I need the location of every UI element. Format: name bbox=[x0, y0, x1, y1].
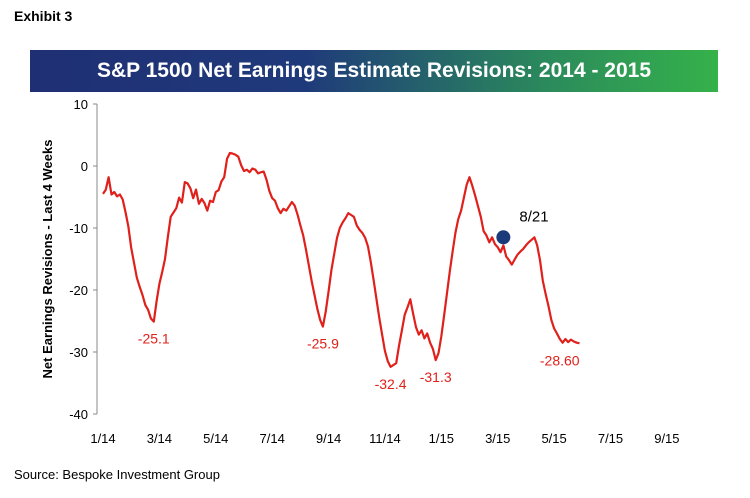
trough-label: -28.60 bbox=[540, 352, 580, 368]
y-tick-label: -10 bbox=[69, 221, 88, 236]
y-tick-label: -30 bbox=[69, 345, 88, 360]
x-tick-label: 3/15 bbox=[485, 431, 510, 446]
y-tick-label: 0 bbox=[81, 159, 88, 174]
x-tick-label: 7/15 bbox=[598, 431, 623, 446]
trough-label: -25.9 bbox=[307, 336, 339, 352]
x-tick-label: 3/14 bbox=[147, 431, 172, 446]
x-axis-ticks: 1/14 3/14 5/14 7/14 9/14 11/14 1/15 3/15 5/15 7/1… bbox=[90, 431, 679, 446]
trough-label: -31.3 bbox=[420, 369, 452, 385]
x-tick-label: 7/14 bbox=[260, 431, 285, 446]
callout-marker bbox=[496, 230, 511, 245]
x-tick-label: 1/14 bbox=[90, 431, 115, 446]
exhibit-label: Exhibit 3 bbox=[14, 8, 73, 24]
x-tick-label: 1/15 bbox=[429, 431, 454, 446]
trough-label: -32.4 bbox=[375, 376, 407, 392]
y-axis-ticks: 10 0 -10 -20 -30 -40 bbox=[69, 97, 97, 422]
y-tick-label: 10 bbox=[74, 97, 88, 112]
y-tick-label: -40 bbox=[69, 407, 88, 422]
chart-title-bar: S&P 1500 Net Earnings Estimate Revisions… bbox=[30, 50, 718, 92]
x-tick-label: 5/14 bbox=[203, 431, 228, 446]
source-note: Source: Bespoke Investment Group bbox=[14, 467, 220, 482]
x-tick-label: 11/14 bbox=[369, 431, 401, 446]
x-tick-label: 5/15 bbox=[541, 431, 566, 446]
x-tick-label: 9/15 bbox=[654, 431, 679, 446]
x-tick-label: 9/14 bbox=[316, 431, 341, 446]
series-line bbox=[102, 151, 580, 368]
y-tick-label: -20 bbox=[69, 283, 88, 298]
chart-title: S&P 1500 Net Earnings Estimate Revisions… bbox=[96, 59, 652, 82]
callout-label: 8/21 bbox=[519, 208, 548, 225]
trough-annotations: -25.1 -25.9 -32.4 -31.3 -28.60 bbox=[138, 331, 580, 392]
trough-label: -25.1 bbox=[138, 331, 170, 347]
y-axis-label: Net Earnings Revisions - Last 4 Weeks bbox=[40, 140, 55, 379]
